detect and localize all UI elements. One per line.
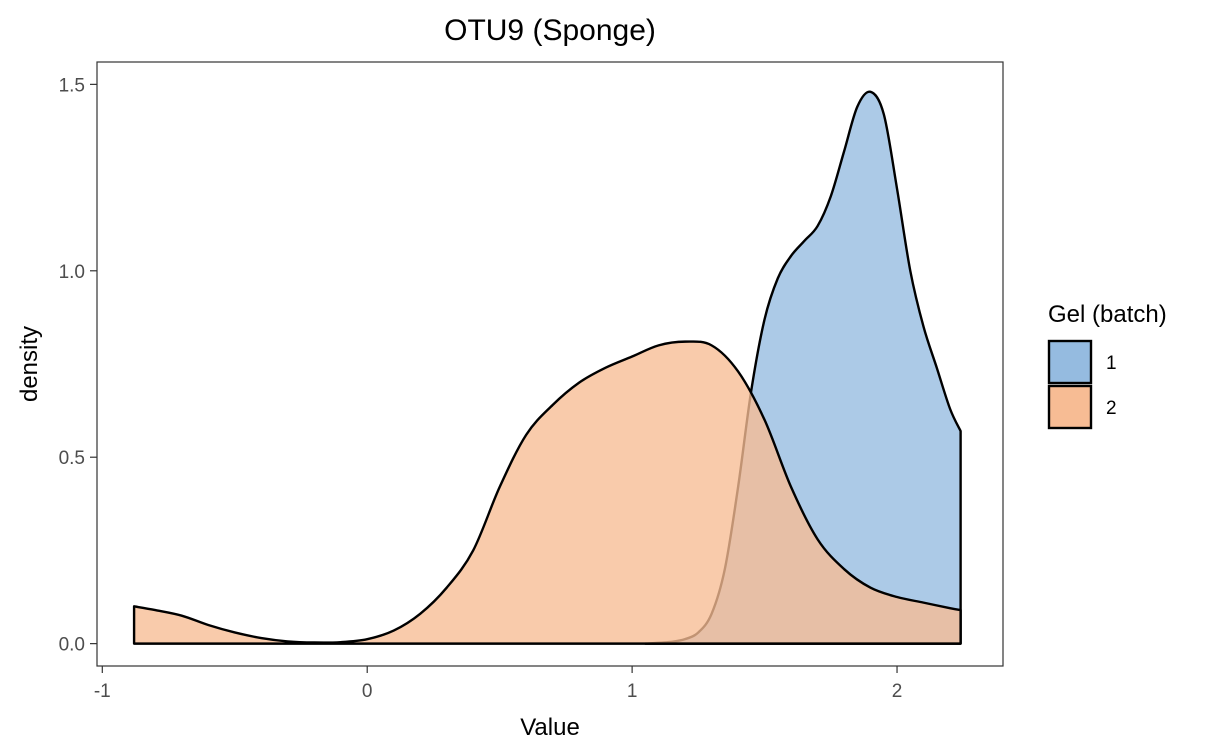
x-tick-label: 2 xyxy=(892,681,903,702)
y-tick-label: 1.5 xyxy=(59,75,85,96)
y-axis: 0.0 0.5 1.0 1.5 xyxy=(59,75,97,656)
y-tick-label: 0.0 xyxy=(59,635,85,656)
legend-key-1 xyxy=(1047,339,1093,385)
x-tick-label: 1 xyxy=(627,681,638,702)
x-axis: -1 0 1 2 xyxy=(94,666,902,702)
y-tick-label: 1.0 xyxy=(59,262,85,283)
legend: Gel (batch) 1 2 xyxy=(1047,301,1167,430)
y-axis-title: density xyxy=(16,326,43,402)
x-tick-label: -1 xyxy=(94,681,111,702)
x-axis-title: Value xyxy=(520,714,580,741)
x-tick-label: 0 xyxy=(362,681,373,702)
legend-title: Gel (batch) xyxy=(1048,301,1167,328)
density-area-2 xyxy=(132,340,962,645)
y-tick-label: 0.5 xyxy=(59,448,85,469)
legend-label-1: 1 xyxy=(1106,353,1117,374)
density-areas xyxy=(132,90,962,645)
chart-title: OTU9 (Sponge) xyxy=(444,14,656,47)
legend-key-2 xyxy=(1047,384,1093,430)
legend-label-2: 2 xyxy=(1106,398,1117,419)
